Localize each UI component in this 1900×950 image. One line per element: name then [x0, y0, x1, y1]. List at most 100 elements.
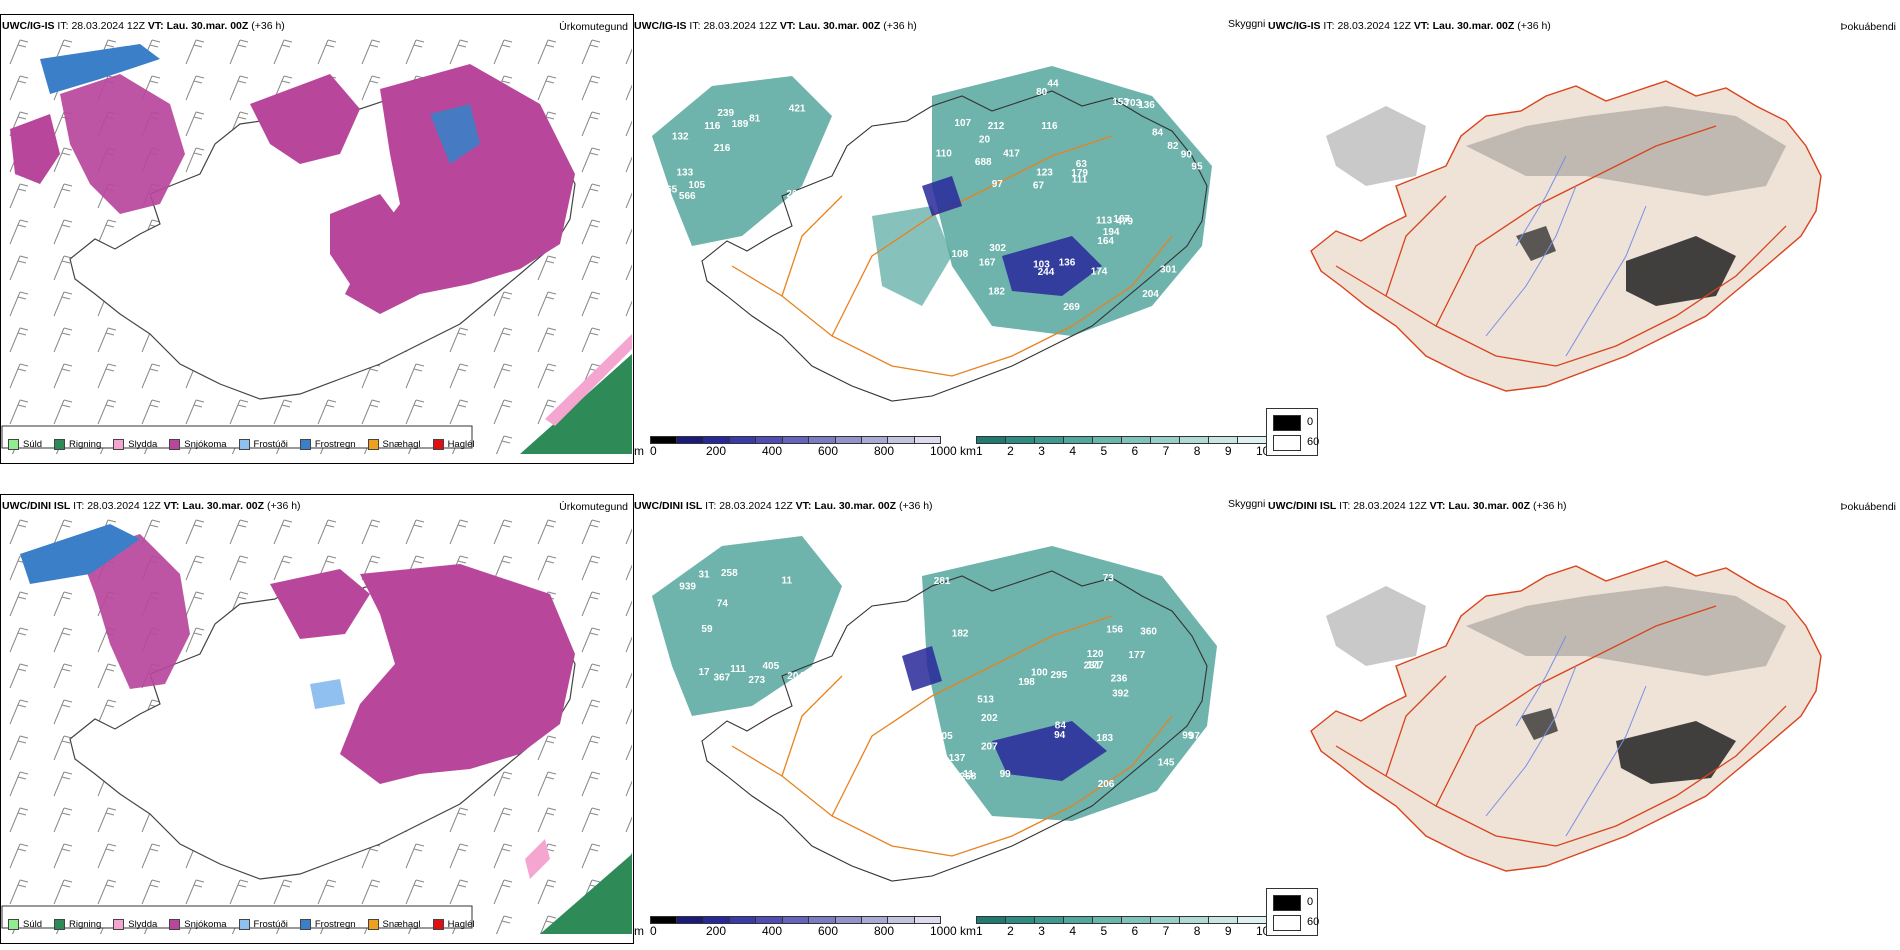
legend-label: Rigning	[69, 439, 102, 450]
vt-label: VT:	[1413, 20, 1430, 32]
colorbar-tick-label: 600	[818, 924, 839, 938]
legend-swatch	[169, 439, 181, 450]
colorbar-segment	[976, 436, 1006, 444]
snow-depth-label: 110	[936, 148, 953, 159]
snow-depth-label: 198	[1018, 677, 1035, 688]
fog-grey-north	[1466, 586, 1786, 676]
legend-swatch	[8, 919, 19, 930]
legend-swatch	[8, 439, 19, 450]
legend-swatch	[238, 439, 250, 450]
snow-depth-label: 81	[749, 113, 761, 124]
snow-depth-label: 239	[717, 108, 734, 119]
vt-label: VT:	[1429, 500, 1446, 512]
legend-item: Rigning	[54, 439, 101, 450]
colorbar-segment	[781, 436, 810, 444]
snow-depth-label: 189	[963, 305, 980, 316]
panel-header: UWC/DINI ISL IT: 28.03.2024 12Z VT: Lau.…	[634, 500, 933, 512]
snow-depth-label: 73	[1103, 573, 1115, 584]
colorbar-unit: km	[960, 444, 976, 458]
colorbar-unit: km	[960, 924, 976, 938]
it-label: IT:	[73, 500, 85, 512]
legend-item: Frostregn	[299, 439, 356, 450]
fog-label: 0	[1307, 896, 1314, 908]
legend-item: Frostregn	[299, 919, 356, 930]
colorbar-tick-label: 7	[1162, 924, 1170, 938]
lead-time: (+36 h)	[1517, 20, 1551, 32]
snow-depth-label: 82	[1167, 141, 1179, 152]
snow-depth-label: 244	[1038, 267, 1055, 278]
it-label: IT:	[1323, 20, 1335, 32]
colorbar-segment	[1121, 916, 1151, 924]
row2-precip-panel: UWC/DINI ISL IT: 28.03.2024 12Z VT: Lau.…	[0, 492, 634, 944]
snow-depth-label: 11	[782, 575, 793, 586]
colorbar-segment	[781, 916, 810, 924]
snow-depth-label: 63	[1076, 159, 1088, 170]
snow-depth-label: 177	[1087, 660, 1104, 671]
fog-index-legend: 0 60	[1266, 888, 1319, 936]
snow-depth-label: 268	[960, 771, 977, 782]
snow-depth-label: 44	[1047, 79, 1059, 90]
colorbar-tick-label: 400	[762, 924, 783, 938]
colorbar-tick-label: 6	[1131, 444, 1139, 458]
snow-depth-label: 31	[699, 570, 711, 581]
panel-title: Þokuábendi	[1840, 21, 1896, 33]
it-value: 28.03.2024 12Z	[71, 20, 145, 32]
colorbar-segment	[676, 436, 704, 444]
it-label: IT:	[57, 20, 69, 32]
vt-value: Lau. 30.mar. 00Z	[1432, 20, 1515, 32]
colorbar-tick-label: 5	[1100, 924, 1108, 938]
snow-depth-label: 67	[1033, 181, 1045, 192]
legend-label: Frostúði	[253, 919, 288, 930]
snow-depth-label: 100	[1031, 668, 1048, 679]
legend-item: Snjókoma	[169, 439, 227, 450]
colorbar-segment	[1121, 436, 1151, 444]
legend-item: Snæhagl	[367, 439, 421, 450]
colorbar-segment	[729, 916, 757, 924]
snow-area-nw	[60, 74, 185, 214]
snow-depth-label: 295	[1051, 670, 1068, 681]
snow-depth-label: 430	[942, 294, 959, 305]
legend-label: Snæhagl	[382, 919, 421, 930]
legend-label: Slydda	[128, 919, 158, 930]
snow-depth-label: 111	[1072, 174, 1088, 185]
legend-item: Slydda	[113, 439, 157, 450]
legend-swatch	[299, 919, 311, 930]
colorbar-segment	[1237, 436, 1267, 444]
snow-area-ne	[345, 64, 575, 314]
colorbar-segment	[1150, 436, 1180, 444]
legend-swatch	[169, 919, 181, 930]
panel-header: UWC/IG-IS IT: 28.03.2024 12Z VT: Lau. 30…	[634, 20, 917, 32]
colorbar-segment	[887, 436, 915, 444]
snow-depth-label: 207	[981, 741, 998, 752]
colorbar-tick-label: 8	[1193, 924, 1201, 938]
snow-depth-label: 97	[992, 179, 1004, 190]
colorbar-segment	[1005, 916, 1035, 924]
row2-visibility-panel: UWC/DINI ISL IT: 28.03.2024 12Z VT: Lau.…	[632, 492, 1319, 944]
panel-header: UWC/IG-IS IT: 28.03.2024 12Z VT: Lau. 30…	[2, 20, 285, 32]
vt-label: VT:	[795, 500, 812, 512]
colorbar-segment	[1237, 916, 1267, 924]
legend-label: Súld	[23, 919, 43, 930]
colorbar-tick-label: 6	[1131, 924, 1139, 938]
snow-area-north	[270, 569, 370, 639]
snow-depth-label: 111	[730, 664, 746, 675]
legend-swatch	[238, 919, 250, 930]
freezing-rain-nw	[20, 524, 140, 584]
low-vis-core-2	[902, 646, 942, 691]
legend-item: Snæhagl	[367, 919, 421, 930]
colorbar-tick-label: 9	[1224, 444, 1232, 458]
legend-label: Snjókoma	[184, 919, 227, 930]
colorbar-tick-label: 600	[818, 444, 839, 458]
freezing-rain-ne	[430, 104, 480, 164]
snow-depth-label: 194	[1103, 227, 1120, 238]
snow-depth-label: 183	[1096, 733, 1113, 744]
iceland-outline	[701, 570, 1208, 882]
colorbar-segment	[1034, 436, 1064, 444]
snow-depth-label: 392	[1112, 688, 1129, 699]
snow-depth-label: 74	[717, 598, 729, 609]
colorbar-segment	[1208, 916, 1238, 924]
colorbar-segment	[1208, 436, 1238, 444]
legend-swatch	[54, 439, 66, 450]
snow-depth-label: 269	[1063, 302, 1080, 313]
